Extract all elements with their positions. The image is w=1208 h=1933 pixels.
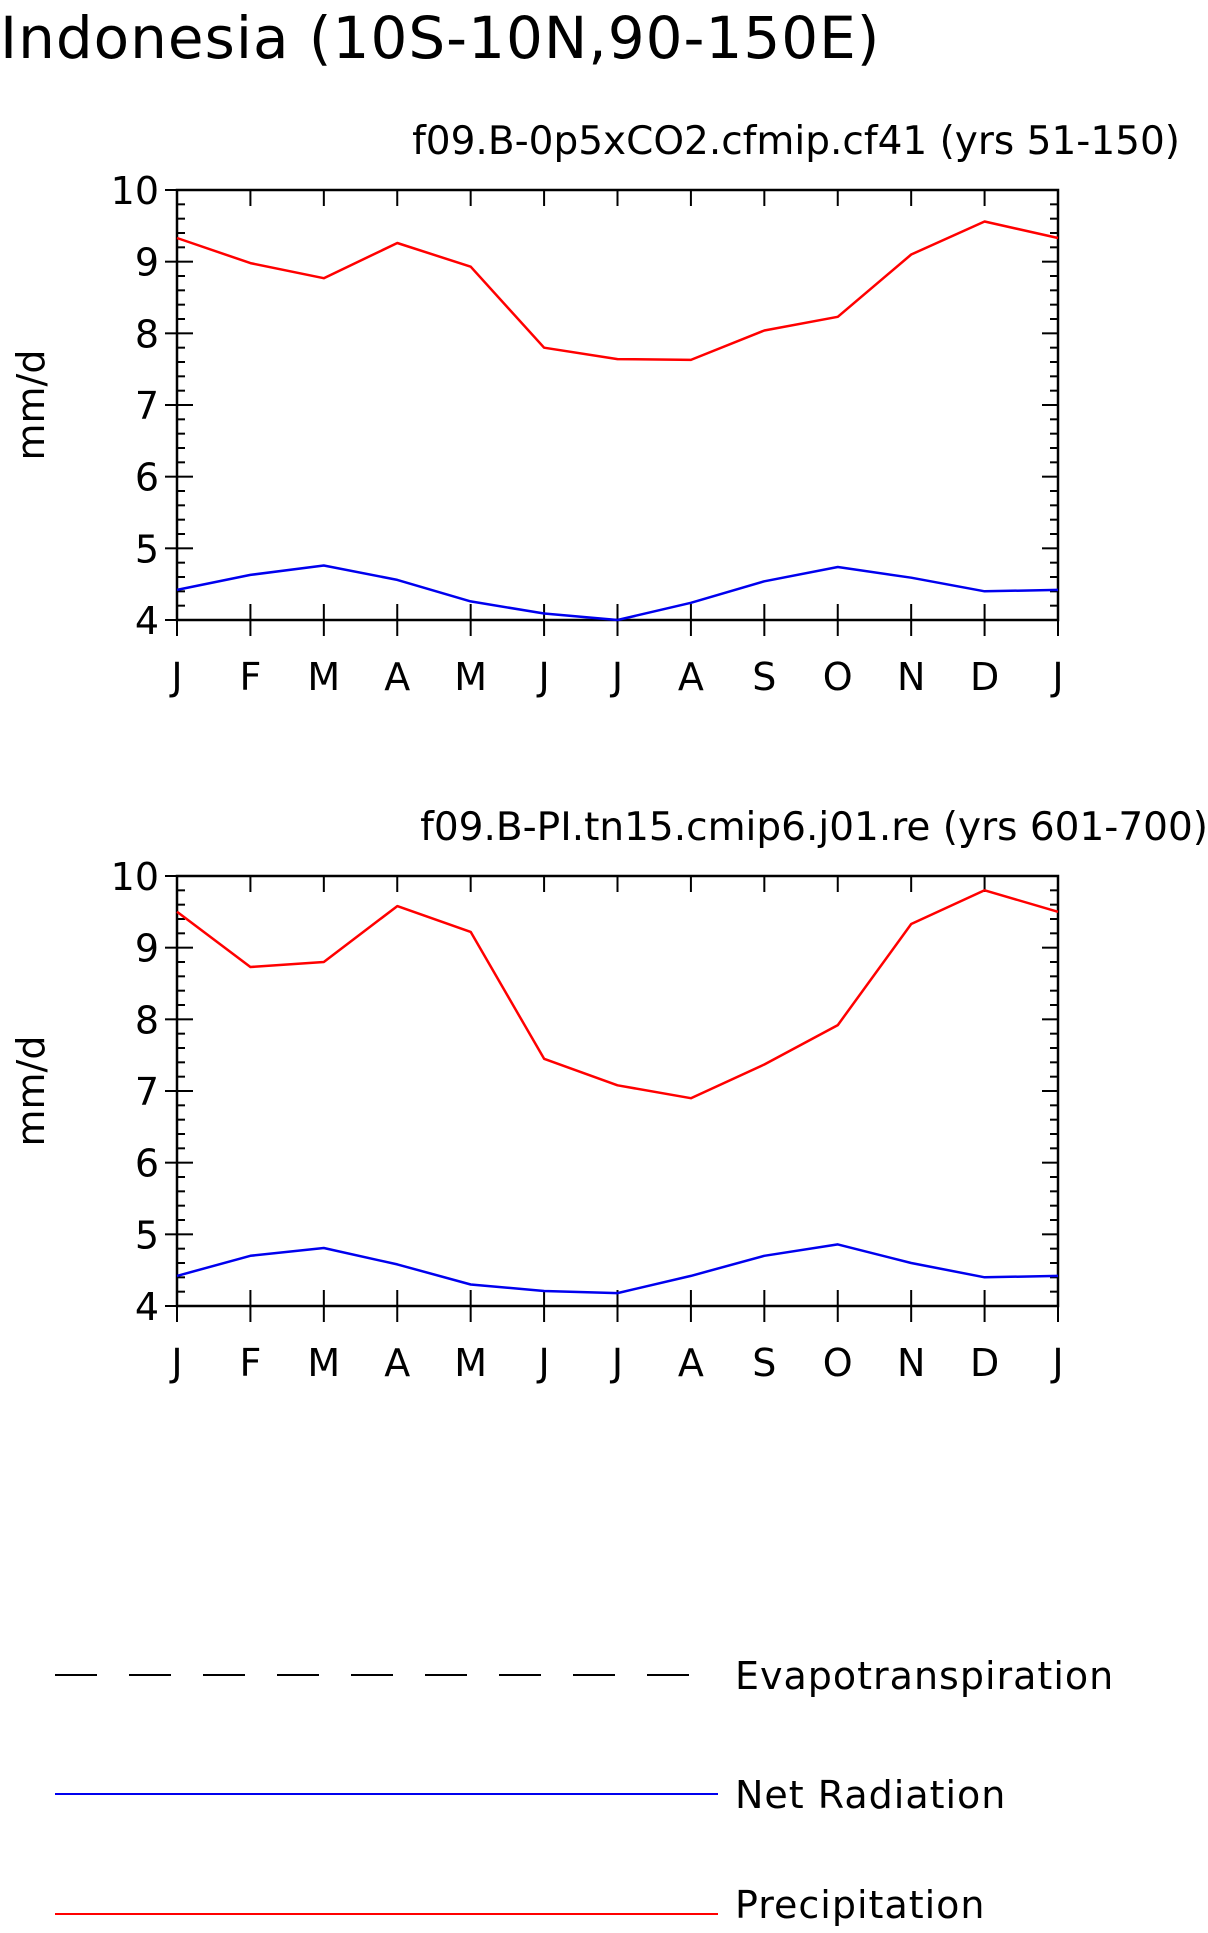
x-tick-label: M [307,655,340,699]
x-tick-label: D [970,1341,999,1385]
x-tick-label: N [897,655,925,699]
x-tick-label: S [752,655,776,699]
y-tick-label: 7 [135,1070,159,1114]
x-tick-label: S [752,1341,776,1385]
panel-title: f09.B-PI.tn15.cmip6.j01.re (yrs 601-700) [420,805,1208,850]
x-tick-label: N [897,1341,925,1385]
x-tick-label: J [1050,655,1063,699]
x-tick-label: J [610,1341,623,1385]
x-tick-label: J [536,1341,549,1385]
y-tick-label: 4 [135,1285,159,1329]
plot-frame [175,874,1060,1308]
x-tick-label: A [384,1341,410,1385]
y-tick-label: 8 [135,998,159,1042]
y-axis-label: mm/d [9,1036,53,1147]
legend-label-precipitation: Precipitation [735,1883,986,1927]
y-tick-label: 6 [135,456,159,500]
x-tick-label: J [169,655,182,699]
panel-bottom: f09.B-PI.tn15.cmip6.j01.re (yrs 601-700)… [9,805,1208,1385]
y-tick-label: 8 [135,312,159,356]
y-tick-label: 7 [135,384,159,428]
x-tick-label: J [169,1341,182,1385]
legend-label-net-radiation: Net Radiation [735,1773,1006,1817]
figure-title: Indonesia (10S-10N,90-150E) [0,4,880,72]
series-line-net-radiation [176,1243,1059,1295]
legend-label-evapotranspiration: Evapotranspiration [735,1654,1114,1698]
series-line-net-radiation [176,564,1059,622]
y-tick-label: 4 [135,599,159,643]
x-tick-label: A [678,655,704,699]
plot-frame [175,188,1060,622]
x-tick-label: D [970,655,999,699]
y-tick-label: 6 [135,1142,159,1186]
y-tick-label: 5 [135,527,159,571]
x-tick-label: O [823,1341,853,1385]
x-tick-label: M [454,655,487,699]
legend: Evapotranspiration Net Radiation Precipi… [55,1654,1114,1927]
x-tick-label: A [678,1341,704,1385]
x-tick-label: O [823,655,853,699]
x-tick-label: J [610,655,623,699]
series-line-precipitation [176,220,1059,362]
legend-item-precipitation: Precipitation [55,1883,986,1927]
legend-item-evapotranspiration: Evapotranspiration [55,1654,1114,1698]
x-tick-label: F [239,655,261,699]
y-tick-label: 10 [111,169,159,213]
series-line-precipitation [176,889,1059,1100]
x-tick-label: J [1050,1341,1063,1385]
x-tick-label: F [239,1341,261,1385]
panel-title: f09.B-0p5xCO2.cfmip.cf41 (yrs 51-150) [412,119,1180,164]
x-tick-label: M [307,1341,340,1385]
y-tick-label: 5 [135,1213,159,1257]
x-tick-label: A [384,655,410,699]
y-tick-label: 9 [135,927,159,971]
y-tick-label: 9 [135,241,159,285]
x-tick-label: M [454,1341,487,1385]
y-axis-label: mm/d [9,350,53,461]
y-tick-label: 10 [111,855,159,899]
legend-item-net-radiation: Net Radiation [55,1773,1006,1817]
panel-top: f09.B-0p5xCO2.cfmip.cf41 (yrs 51-150) 4 5 6… [9,119,1180,699]
x-tick-label: J [536,655,549,699]
